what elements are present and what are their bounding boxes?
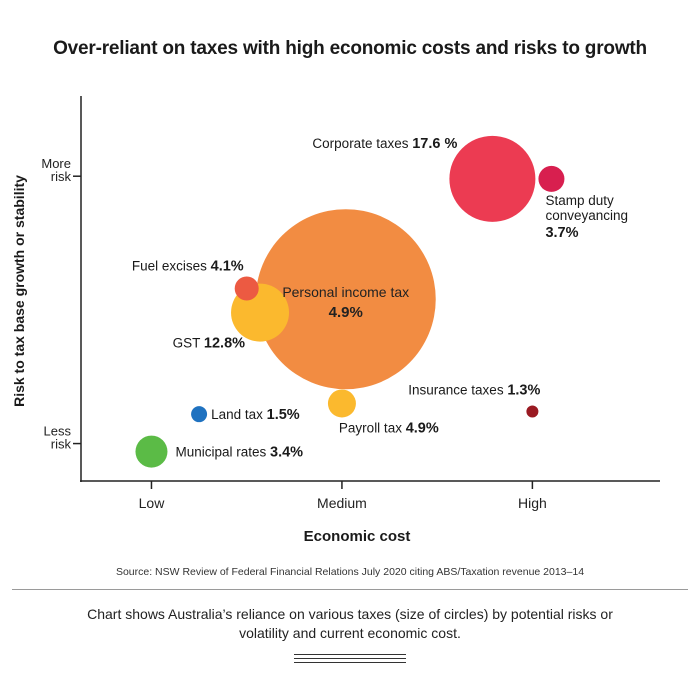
bubble-label-layer: Personal income tax 4.9% Corporate taxes 1… (132, 136, 628, 461)
bubble-personal-income-tax (255, 209, 436, 390)
chart-caption: Chart shows Australia’s reliance on vari… (60, 605, 640, 643)
y-tick-label: risk (51, 437, 72, 452)
decorative-rule (294, 654, 406, 655)
bubble-label-name: conveyancing (545, 208, 628, 223)
decorative-rule (294, 658, 406, 659)
chart-title: Over-reliant on taxes with high economic… (53, 38, 647, 59)
bubble-label-name: Stamp duty (545, 193, 614, 208)
bubble-label: Insurance taxes 1.3% (408, 382, 540, 398)
bubble-insurance-taxes (526, 405, 539, 418)
bubble-stamp-duty-conveyancing (538, 165, 565, 192)
bubble-label: Corporate taxes 17.6 % (312, 136, 457, 152)
bubble-label: Fuel excises 4.1% (132, 259, 244, 275)
bubble-label: Municipal rates 3.4% (175, 445, 303, 461)
bubble-label-name: Personal income tax (282, 284, 409, 300)
bubble-payroll-tax (327, 389, 356, 418)
bubble-layer (135, 135, 565, 468)
bubble-label-value: 3.7% (545, 225, 578, 241)
bubble-municipal-rates (135, 435, 168, 468)
caption-line: volatility and current economic cost. (239, 625, 461, 641)
bubble-label: Payroll tax 4.9% (339, 420, 439, 436)
y-tick-label: Less (44, 424, 72, 439)
bubble-land-tax (191, 406, 208, 423)
bubble-label: Land tax 1.5% (211, 407, 300, 423)
x-tick-label: Medium (317, 495, 367, 511)
bubble-fuel-excises (234, 276, 259, 301)
divider (12, 589, 688, 590)
x-tick-label: High (518, 495, 547, 511)
y-axis-label: Risk to tax base growth or stability (11, 175, 27, 407)
bubble-label: GST 12.8% (173, 336, 245, 352)
source-note: Source: NSW Review of Federal Financial … (115, 566, 585, 578)
y-tick-label: More (41, 156, 71, 171)
x-tick-label: Low (139, 495, 166, 511)
bubble-label-value: 4.9% (329, 304, 363, 321)
decorative-rule (294, 662, 406, 663)
x-axis-label: Economic cost (304, 528, 411, 545)
caption-line: Chart shows Australia’s reliance on vari… (87, 606, 613, 622)
y-tick-label: risk (51, 169, 72, 184)
bubble-corporate-taxes (449, 135, 536, 222)
